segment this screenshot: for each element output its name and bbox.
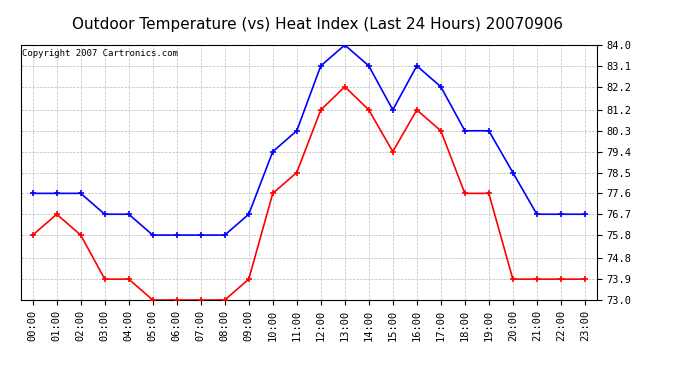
Text: Copyright 2007 Cartronics.com: Copyright 2007 Cartronics.com xyxy=(22,49,178,58)
Text: Outdoor Temperature (vs) Heat Index (Last 24 Hours) 20070906: Outdoor Temperature (vs) Heat Index (Las… xyxy=(72,17,563,32)
